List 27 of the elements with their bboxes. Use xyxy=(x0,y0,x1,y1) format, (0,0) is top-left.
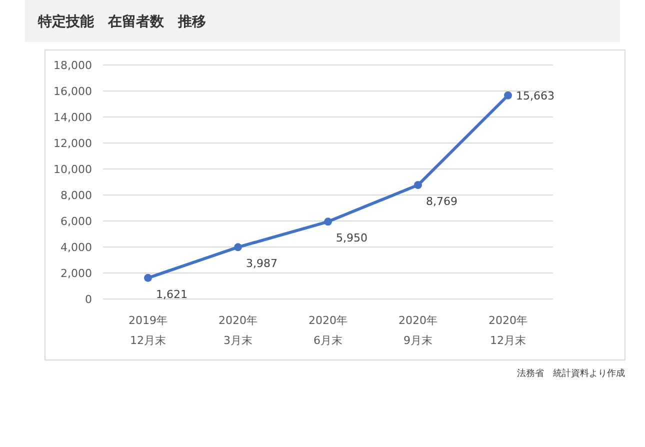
point xyxy=(234,243,242,252)
x-tick-label: 2020年 3月末 xyxy=(218,314,258,347)
text: 1,621 xyxy=(156,288,188,301)
x-tick-label: 2020年 9月末 xyxy=(398,314,438,347)
y-tick-label: 14,000 xyxy=(54,111,92,124)
y-tick-label: 8,000 xyxy=(60,189,92,202)
text: 8,769 xyxy=(426,195,458,208)
y-tick-label: 2,000 xyxy=(60,267,92,280)
x-tick-label: 2020年 12月末 xyxy=(488,314,528,347)
y-tick-label: 16,000 xyxy=(54,85,92,98)
x-tick-label: 2020年 6月末 xyxy=(308,314,348,347)
y-tick-label: 0 xyxy=(85,293,92,306)
y-tick-label: 18,000 xyxy=(54,59,92,72)
point xyxy=(504,91,512,100)
point xyxy=(324,218,332,226)
text: 15,663 xyxy=(516,89,554,102)
text: 法務省 統計資料より作成 xyxy=(517,368,625,379)
y-tick-label: 12,000 xyxy=(54,137,92,150)
y-tick-label: 6,000 xyxy=(60,215,92,228)
text: 5,950 xyxy=(336,232,368,245)
x-tick-label: 2019年 12月末 xyxy=(128,314,168,347)
chart-title: 特定技能 在留者数 推移 xyxy=(37,13,206,30)
y-tick-label: 10,000 xyxy=(54,163,92,176)
point xyxy=(144,274,152,282)
point xyxy=(414,181,422,190)
text: 3,987 xyxy=(246,257,278,270)
y-tick-label: 4,000 xyxy=(60,241,92,254)
